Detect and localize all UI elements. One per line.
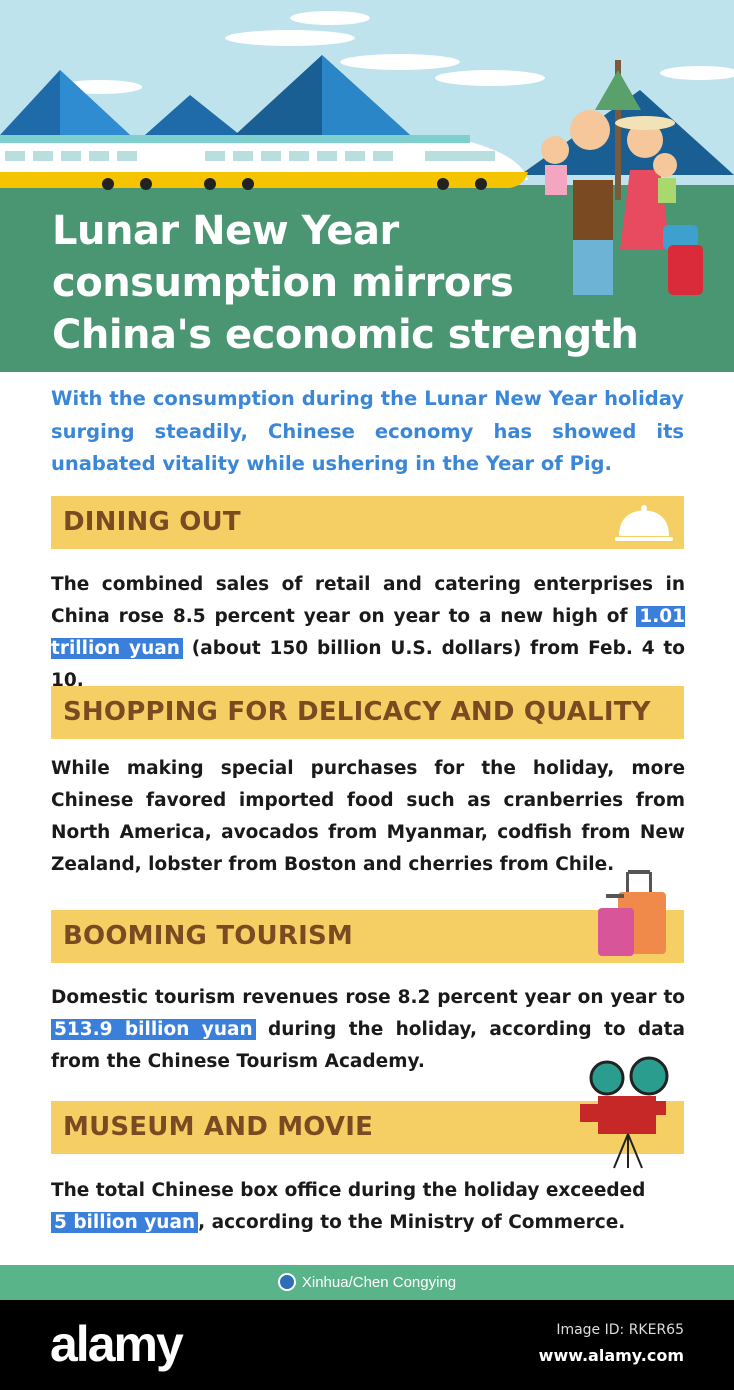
film-projector-icon [580, 1056, 669, 1169]
cloche-icon [615, 505, 673, 541]
section-header-dining-out: DINING OUT [51, 496, 684, 549]
image-id: Image ID: RKER65 [556, 1322, 684, 1338]
tree [595, 60, 641, 200]
xinhua-logo-icon [277, 1273, 296, 1291]
hero-illustration [0, 11, 734, 372]
highlight-value: 5 billion yuan [51, 1212, 199, 1233]
site-link[interactable]: www.alamy.com [538, 1346, 684, 1365]
intro-text: With the consumption during the Lunar Ne… [51, 387, 684, 475]
title-line: China's economic strength [52, 312, 639, 358]
credit-bar: Xinhua/Chen Congying [0, 1265, 734, 1300]
highlight-value: 513.9 billion yuan [51, 1019, 256, 1040]
section-body-shopping: While making special purchases for the h… [51, 758, 685, 875]
title-line: Lunar New Year [52, 208, 399, 254]
high-speed-train [0, 135, 528, 190]
section-title: SHOPPING FOR DELICACY AND QUALITY [63, 697, 651, 727]
mountains [0, 55, 734, 175]
section-body-tourism: Domestic tourism revenues rose 8.2 perce… [51, 987, 685, 1072]
section-title: DINING OUT [63, 507, 241, 537]
alamy-logo: alamy [50, 1316, 184, 1372]
family-illustration [541, 110, 703, 295]
credit-text: Xinhua/Chen Congying [301, 1274, 457, 1291]
stock-footer: alamy Image ID: RKER65 www.alamy.com [0, 1300, 734, 1390]
section-title: MUSEUM AND MOVIE [63, 1112, 374, 1142]
section-title: BOOMING TOURISM [63, 921, 353, 951]
suitcase-icon [598, 870, 666, 956]
section-body-museum-movie: The total Chinese box office during the … [51, 1180, 646, 1233]
section-header-museum-movie: MUSEUM AND MOVIE [51, 1101, 684, 1154]
section-header-tourism: BOOMING TOURISM [51, 910, 684, 963]
page-title: Lunar New Year consumption mirrors China… [52, 205, 652, 361]
clouds [58, 11, 734, 94]
title-line: consumption mirrors [52, 260, 514, 306]
hero-banner: Lunar New Year consumption mirrors China… [0, 0, 734, 372]
section-header-shopping: SHOPPING FOR DELICACY AND QUALITY [51, 686, 684, 739]
section-body-dining-out: The combined sales of retail and caterin… [51, 574, 685, 691]
